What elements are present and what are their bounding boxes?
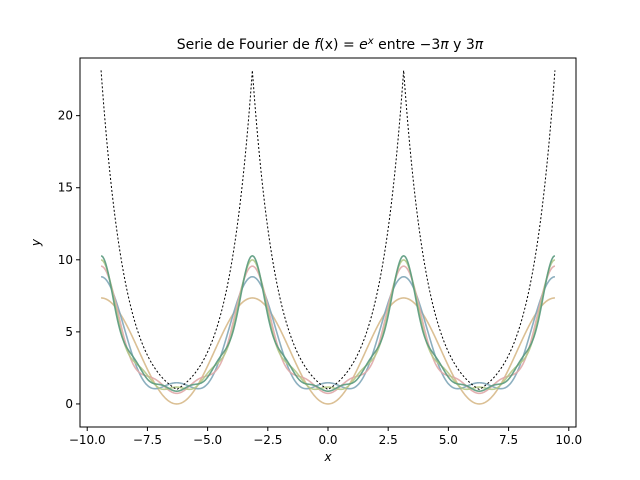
y-tick-label: 5 xyxy=(65,325,73,339)
title-func: f xyxy=(314,37,321,53)
fourier-series-line xyxy=(101,275,555,390)
title-pi-2: π xyxy=(475,37,484,53)
y-axis-ticks: 0 5 10 15 20 xyxy=(58,109,80,411)
x-tick-label: 7.5 xyxy=(499,433,518,447)
x-tick-label: −7.5 xyxy=(133,433,162,447)
x-tick-label: −2.5 xyxy=(253,433,282,447)
title-y: y 3 xyxy=(449,37,475,53)
x-tick-label: −10.0 xyxy=(69,433,106,447)
y-tick-label: 0 xyxy=(65,397,73,411)
fourier-series-line xyxy=(100,259,556,391)
x-axis-label: x xyxy=(323,450,332,464)
y-axis-label: y xyxy=(29,238,43,247)
fourier-series-line xyxy=(100,265,556,395)
title-prefix: Serie de Fourier de xyxy=(177,37,315,53)
x-tick-label: 10.0 xyxy=(555,433,582,447)
y-tick-label: 20 xyxy=(58,109,73,123)
title-base: e xyxy=(359,37,368,53)
target-function-line xyxy=(100,70,556,391)
x-tick-label: 2.5 xyxy=(379,433,398,447)
y-tick-label: 15 xyxy=(58,181,73,195)
fourier-series-line xyxy=(100,255,556,392)
title-args: (x) = xyxy=(319,37,359,53)
x-axis-ticks: −10.0 −7.5 −5.0 −2.5 0.0 2.5 5.0 7.5 10.0 xyxy=(69,427,582,447)
y-tick-label: 10 xyxy=(58,253,73,267)
x-tick-label: 0.0 xyxy=(318,433,337,447)
title-pi-1: π xyxy=(440,37,449,53)
x-tick-label: −5.0 xyxy=(193,433,222,447)
svg-text:Serie de Fourier de f(x) = ex: Serie de Fourier de f(x) = ex entre −3π … xyxy=(177,36,484,54)
title-middle: entre −3 xyxy=(374,37,441,53)
axes-frame xyxy=(79,57,577,428)
chart-title: Serie de Fourier de f(x) = ex entre −3π … xyxy=(177,36,484,54)
title-exponent: x xyxy=(367,36,374,47)
x-tick-label: 5.0 xyxy=(439,433,458,447)
fourier-series-line xyxy=(101,297,555,405)
series-group xyxy=(100,70,556,405)
